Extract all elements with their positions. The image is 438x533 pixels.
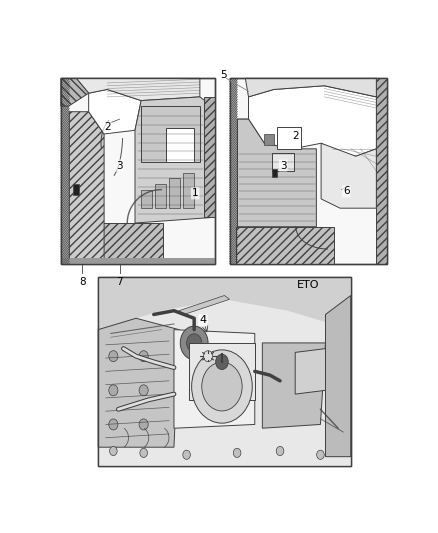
- Polygon shape: [98, 277, 351, 329]
- Circle shape: [109, 351, 118, 362]
- Circle shape: [139, 385, 148, 396]
- Polygon shape: [61, 78, 88, 106]
- Polygon shape: [98, 318, 179, 447]
- Bar: [230, 78, 387, 264]
- Bar: [98, 277, 351, 466]
- Circle shape: [110, 447, 117, 456]
- Circle shape: [187, 334, 202, 352]
- Bar: [376, 78, 388, 264]
- Polygon shape: [237, 119, 316, 227]
- Bar: [67, 223, 163, 264]
- Text: ETO: ETO: [297, 280, 320, 290]
- Bar: [155, 184, 166, 208]
- Circle shape: [202, 362, 242, 411]
- Text: 3: 3: [280, 160, 286, 171]
- Bar: [166, 128, 194, 162]
- Text: 3: 3: [116, 160, 123, 171]
- Bar: [61, 259, 215, 264]
- Polygon shape: [174, 329, 255, 428]
- Polygon shape: [245, 78, 376, 97]
- Circle shape: [180, 326, 208, 360]
- Polygon shape: [295, 349, 325, 394]
- Bar: [277, 126, 300, 149]
- Polygon shape: [135, 97, 212, 223]
- Circle shape: [233, 448, 241, 457]
- Bar: [61, 78, 215, 264]
- Polygon shape: [88, 90, 141, 134]
- Bar: [236, 227, 334, 264]
- Bar: [230, 78, 237, 264]
- Circle shape: [139, 351, 148, 362]
- Circle shape: [192, 350, 252, 423]
- Circle shape: [109, 419, 118, 430]
- Polygon shape: [321, 143, 376, 208]
- Polygon shape: [189, 343, 255, 400]
- Circle shape: [183, 450, 191, 459]
- Bar: [272, 152, 294, 171]
- Text: 1: 1: [192, 188, 198, 198]
- Circle shape: [139, 419, 148, 430]
- Text: 5: 5: [220, 70, 226, 79]
- Circle shape: [276, 447, 284, 456]
- Polygon shape: [76, 78, 200, 101]
- Bar: [73, 184, 79, 195]
- Polygon shape: [325, 295, 351, 457]
- Text: 2: 2: [293, 131, 299, 141]
- Bar: [61, 78, 215, 264]
- Text: 7: 7: [116, 277, 123, 287]
- Bar: [98, 277, 351, 466]
- Polygon shape: [262, 343, 325, 428]
- Bar: [141, 106, 200, 162]
- Circle shape: [317, 450, 324, 459]
- Circle shape: [109, 385, 118, 396]
- Bar: [169, 179, 180, 208]
- Text: 8: 8: [79, 277, 86, 287]
- Bar: [264, 134, 274, 145]
- Circle shape: [204, 351, 212, 362]
- Circle shape: [140, 448, 148, 457]
- Polygon shape: [237, 119, 264, 264]
- Bar: [272, 169, 277, 176]
- Text: 6: 6: [343, 187, 350, 197]
- Bar: [61, 78, 69, 264]
- Text: 4: 4: [199, 315, 207, 325]
- Bar: [183, 173, 194, 208]
- Circle shape: [215, 354, 228, 369]
- Bar: [98, 277, 351, 466]
- Text: 2: 2: [104, 122, 110, 132]
- Polygon shape: [179, 295, 230, 314]
- Polygon shape: [248, 86, 376, 156]
- Bar: [230, 78, 387, 264]
- Bar: [205, 97, 215, 217]
- Polygon shape: [69, 112, 104, 264]
- Bar: [141, 190, 152, 208]
